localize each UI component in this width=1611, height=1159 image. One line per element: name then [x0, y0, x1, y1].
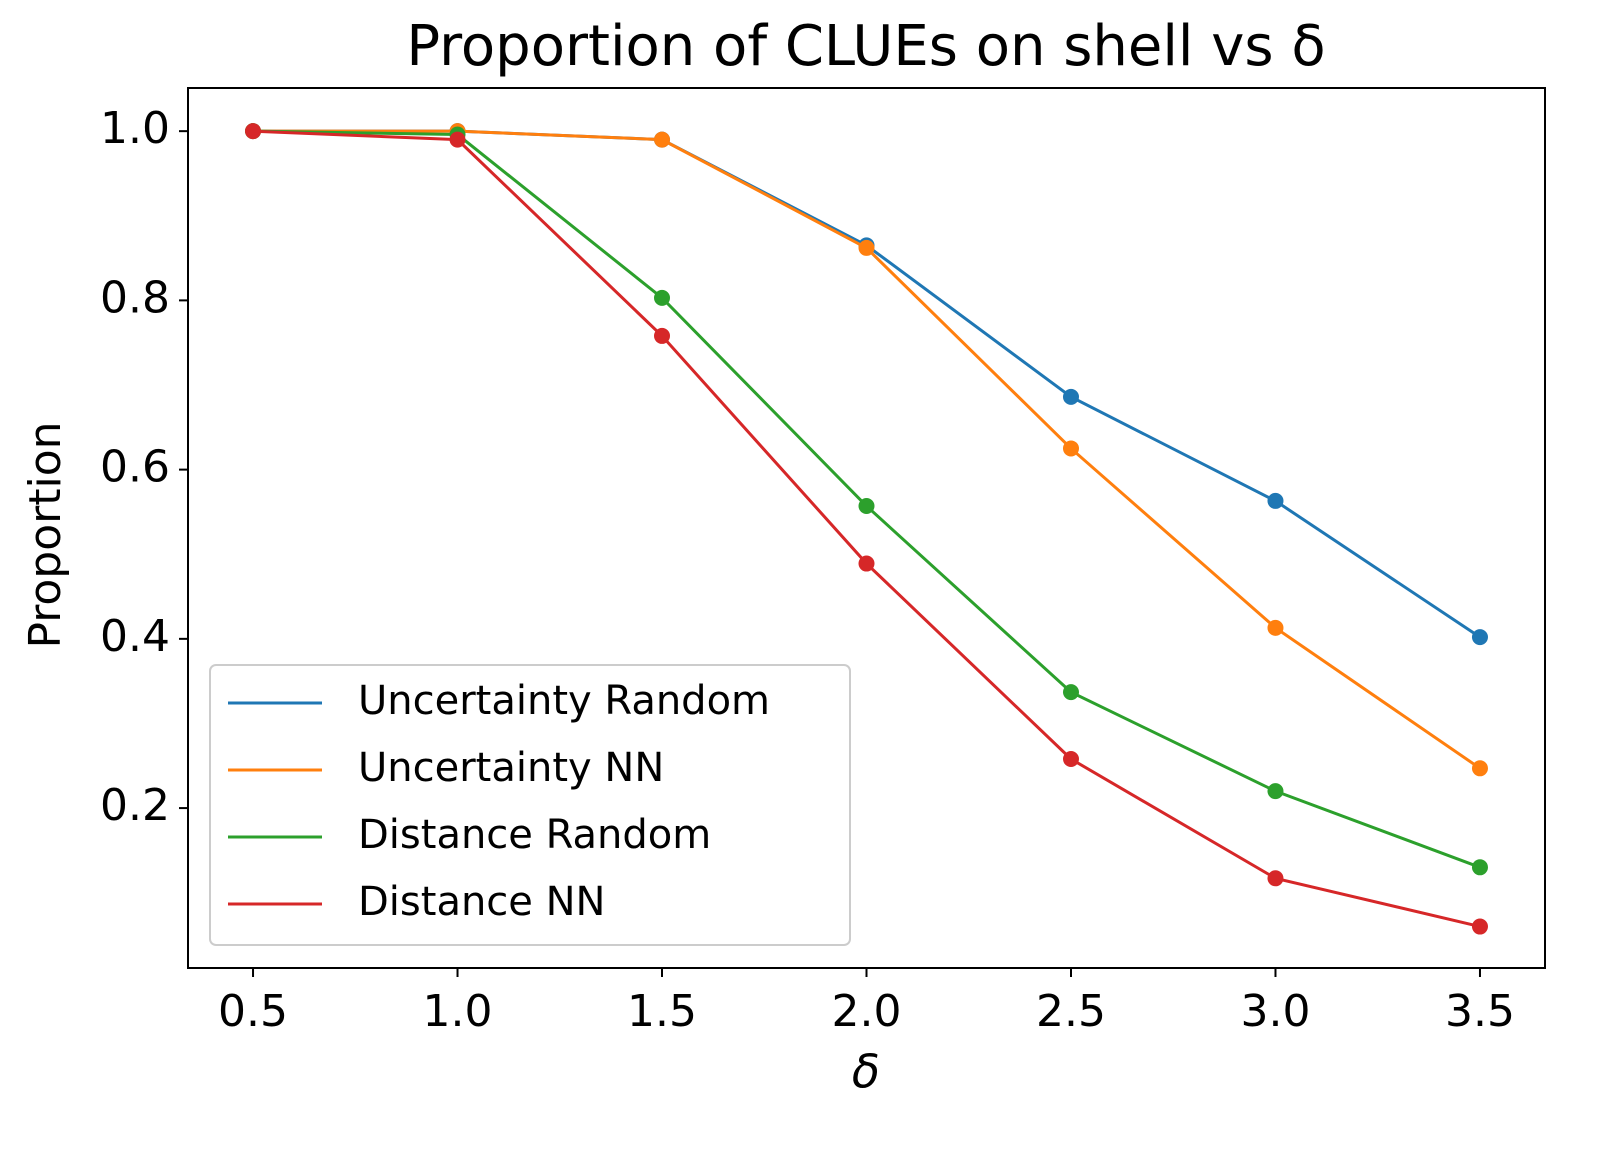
data-point	[1062, 440, 1079, 457]
data-point	[1267, 870, 1284, 887]
data-point	[1471, 629, 1488, 646]
legend-label: Uncertainty Random	[358, 678, 770, 724]
x-tick-label: 2.0	[832, 986, 902, 1037]
x-tick-label: 2.5	[1036, 986, 1106, 1037]
data-point	[1267, 492, 1284, 509]
data-point	[858, 498, 875, 514]
x-tick-label: 3.0	[1240, 986, 1310, 1037]
data-point	[858, 239, 875, 256]
data-point	[1471, 760, 1488, 777]
legend-label: Uncertainty NN	[358, 745, 664, 791]
y-tick-label: 1.0	[100, 103, 170, 154]
x-tick-label: 0.5	[218, 986, 288, 1037]
data-point	[1267, 783, 1284, 800]
chart-title: Proportion of CLUEs on shell vs δ	[406, 14, 1325, 79]
data-point	[1471, 918, 1488, 935]
legend-label: Distance NN	[358, 879, 605, 925]
x-tick-label: 1.5	[627, 986, 697, 1037]
x-axis-label: δ	[852, 1045, 880, 1099]
data-point	[245, 123, 262, 140]
data-point	[654, 131, 671, 148]
axes-frame	[187, 87, 1546, 969]
data-point	[1267, 619, 1284, 636]
x-tick-label: 1.0	[423, 986, 493, 1037]
data-point	[1062, 751, 1079, 767]
y-axis-label: Proportion	[20, 421, 71, 648]
data-point	[1062, 684, 1079, 701]
y-tick-label: 0.6	[100, 442, 170, 493]
data-point	[654, 289, 671, 306]
data-point	[449, 131, 466, 148]
data-point	[1062, 388, 1079, 405]
y-tick-label: 0.2	[100, 780, 170, 831]
data-point	[1471, 859, 1488, 876]
y-tick-label: 0.4	[100, 611, 170, 662]
legend-box	[209, 664, 851, 946]
data-point	[858, 555, 875, 572]
x-tick-label: 3.5	[1445, 986, 1515, 1037]
y-tick-label: 0.8	[100, 272, 170, 323]
data-point	[654, 327, 671, 344]
legend-label: Distance Random	[358, 812, 711, 858]
